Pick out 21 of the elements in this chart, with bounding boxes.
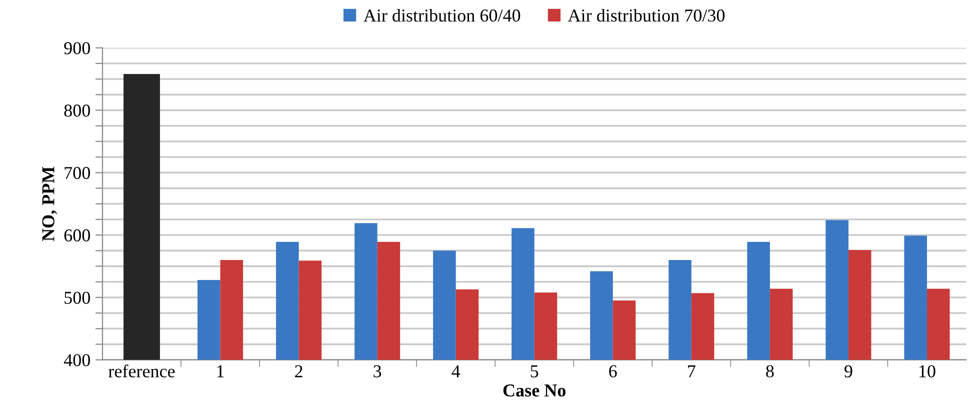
x-tick-label: 10 (920, 365, 936, 378)
legend-label: Air distribution 60/40 (364, 8, 520, 22)
y-tick-label: 700 (64, 166, 90, 180)
y-axis-title: NO, PPM (42, 166, 57, 242)
y-tick-label: 400 (64, 354, 90, 366)
y-tick-label: 500 (64, 292, 90, 304)
y-tick-label: 600 (64, 229, 90, 242)
x-tick-label: 1 (217, 365, 224, 378)
x-tick-label: reference (108, 364, 175, 378)
x-tick-label: 7 (688, 365, 696, 378)
y-tick-label: 900 (64, 42, 90, 54)
x-tick-label: 5 (530, 365, 538, 378)
y-tick-label: 800 (64, 104, 90, 117)
x-tick-label: 9 (844, 365, 852, 378)
legend-label: Air distribution 70/30 (568, 8, 725, 22)
x-tick-label: 4 (452, 365, 460, 378)
x-tick-label: 2 (295, 365, 302, 378)
x-tick-label: 3 (374, 365, 382, 378)
x-axis-title: Case No (503, 384, 566, 397)
x-tick-label: 8 (766, 365, 774, 378)
x-tick-label: 6 (609, 365, 617, 378)
